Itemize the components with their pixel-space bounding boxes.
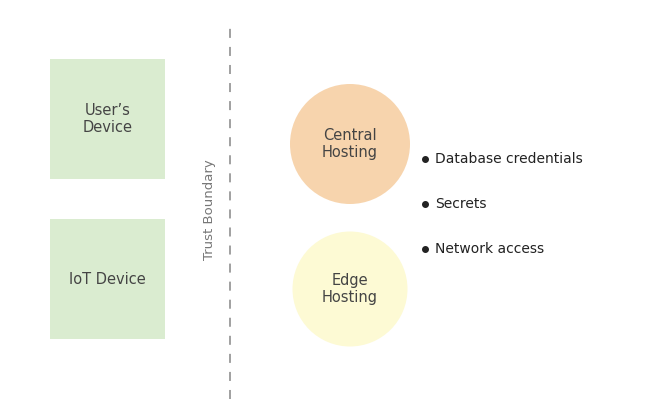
FancyBboxPatch shape <box>50 59 165 179</box>
Text: Central
Hosting: Central Hosting <box>322 128 378 160</box>
Text: Edge
Hosting: Edge Hosting <box>322 273 378 305</box>
Text: User’s
Device: User’s Device <box>82 103 132 135</box>
Ellipse shape <box>293 232 407 347</box>
Text: IoT Device: IoT Device <box>69 272 146 287</box>
FancyBboxPatch shape <box>50 219 165 339</box>
Text: Network access: Network access <box>435 242 544 256</box>
Text: Secrets: Secrets <box>435 197 486 211</box>
Text: Database credentials: Database credentials <box>435 152 583 166</box>
Ellipse shape <box>290 84 410 204</box>
Text: Trust Boundary: Trust Boundary <box>204 160 217 260</box>
